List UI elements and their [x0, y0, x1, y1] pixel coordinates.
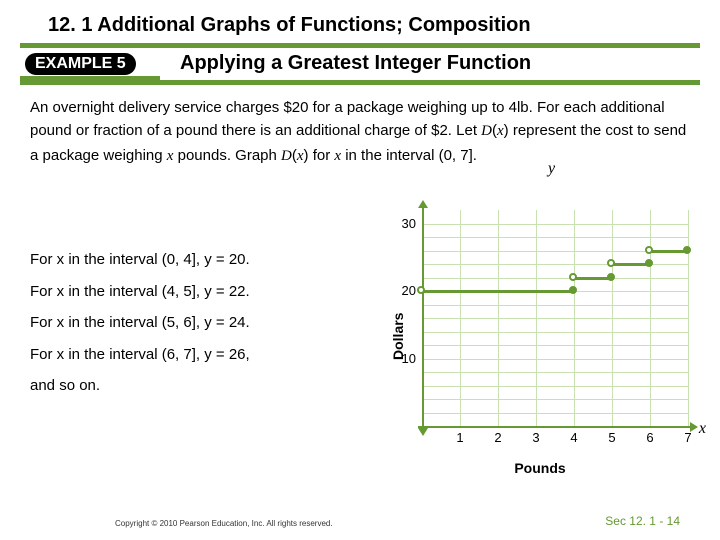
closed-endpoint — [683, 246, 691, 254]
section-label: Sec 12. 1 - 14 — [605, 514, 680, 528]
problem-text: An overnight delivery service charges $2… — [30, 96, 690, 168]
closed-endpoint — [607, 273, 615, 281]
copyright-text: Copyright © 2010 Pearson Education, Inc.… — [115, 519, 333, 528]
y-tick-label: 10 — [390, 351, 416, 366]
grid-h — [422, 305, 688, 306]
grid-h — [422, 413, 688, 414]
x-tick-label: 5 — [602, 430, 622, 445]
open-endpoint — [569, 273, 577, 281]
slide: 12. 1 Additional Graphs of Functions; Co… — [0, 0, 720, 540]
subtitle-underline-thick — [20, 76, 160, 82]
subtitle: Applying a Greatest Integer Function — [180, 52, 531, 75]
grid-h — [422, 359, 688, 360]
interval-list: For x in the interval (0, 4], y = 20. Fo… — [30, 244, 250, 402]
y-variable-label: y — [548, 160, 555, 178]
x-tick-label: 6 — [640, 430, 660, 445]
body-p1f: ) for — [304, 147, 335, 164]
x-axis-title: Pounds — [380, 460, 700, 476]
title-underline — [20, 43, 700, 48]
y-axis-arrow-up — [418, 200, 428, 208]
grid-h — [422, 278, 688, 279]
interval-0: For x in the interval (0, 4], y = 20. — [30, 244, 250, 276]
body-x1: x — [497, 123, 504, 139]
grid-h — [422, 345, 688, 346]
interval-3: For x in the interval (6, 7], y = 26, — [30, 339, 250, 371]
open-endpoint — [645, 246, 653, 254]
closed-endpoint — [645, 259, 653, 267]
grid-h — [422, 372, 688, 373]
closed-endpoint — [569, 286, 577, 294]
open-endpoint — [417, 286, 425, 294]
grid-h — [422, 399, 688, 400]
y-tick-label: 30 — [390, 216, 416, 231]
page-title: 12. 1 Additional Graphs of Functions; Co… — [20, 10, 700, 43]
interval-2: For x in the interval (5, 6], y = 24. — [30, 307, 250, 339]
y-tick-label: 20 — [390, 283, 416, 298]
x-tick-label: 2 — [488, 430, 508, 445]
x-tick-label: 3 — [526, 430, 546, 445]
x-tick-label: 7 — [678, 430, 698, 445]
grid-h — [422, 237, 688, 238]
x-axis — [418, 426, 692, 428]
x-tick-label: 4 — [564, 430, 584, 445]
y-axis-arrow-down — [418, 428, 428, 436]
x-axis-arrow — [690, 422, 698, 432]
plot-area: 1234567102030 — [422, 210, 688, 426]
grid-v — [688, 210, 689, 426]
body-dx1: D — [481, 123, 492, 139]
grid-h — [422, 224, 688, 225]
body-x3: x — [297, 148, 304, 164]
example-badge: EXAMPLE 5 — [25, 53, 136, 75]
grid-h — [422, 386, 688, 387]
grid-h — [422, 332, 688, 333]
open-endpoint — [607, 259, 615, 267]
x-variable-label: x — [699, 420, 706, 486]
body-p1g: in the interval (0, 7]. — [341, 147, 477, 164]
step-chart: y Dollars Pounds 1234567102030 x — [380, 190, 700, 480]
x-tick-label: 1 — [450, 430, 470, 445]
step-segment — [422, 290, 574, 293]
grid-h — [422, 318, 688, 319]
body-dx2: D — [281, 148, 292, 164]
interval-1: For x in the interval (4, 5], y = 22. — [30, 276, 250, 308]
body-p1d: pounds. Graph — [173, 147, 281, 164]
y-axis — [422, 206, 424, 430]
interval-4: and so on. — [30, 370, 250, 402]
